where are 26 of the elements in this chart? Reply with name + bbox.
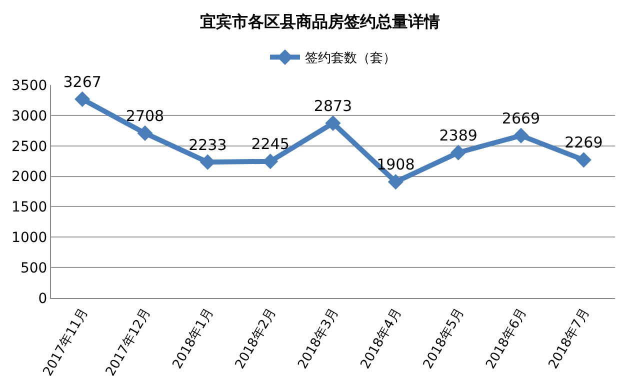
point bbox=[325, 115, 341, 131]
point bbox=[450, 144, 466, 160]
point bbox=[74, 91, 90, 107]
chart-title: 宜宾市各区县商品房签约总量详情 bbox=[200, 12, 440, 31]
y-tick-label: 1500 bbox=[12, 200, 48, 216]
data-label: 3267 bbox=[63, 72, 102, 91]
data-label: 1908 bbox=[376, 156, 415, 174]
point bbox=[576, 152, 592, 168]
data-label: 2389 bbox=[439, 126, 478, 144]
point bbox=[137, 125, 153, 141]
y-tick-label: 0 bbox=[38, 290, 48, 307]
y-tick-label: 2500 bbox=[12, 138, 48, 155]
data-label: 2233 bbox=[188, 136, 227, 154]
data-label: 2245 bbox=[251, 135, 290, 154]
data-label: 2708 bbox=[126, 106, 164, 125]
y-tick-label: 3000 bbox=[12, 108, 48, 124]
point bbox=[513, 128, 529, 144]
point bbox=[388, 174, 404, 190]
y-tick-label: 3500 bbox=[12, 78, 48, 94]
y-tick-label: 1000 bbox=[12, 230, 48, 246]
y-tick-label: 2000 bbox=[12, 169, 48, 186]
y-tick-label: 500 bbox=[20, 260, 48, 276]
legend-label: 签约套数（套） bbox=[305, 51, 396, 66]
data-label: 2669 bbox=[502, 109, 540, 128]
data-label: 2873 bbox=[314, 96, 352, 115]
data-label: 2269 bbox=[564, 134, 603, 152]
